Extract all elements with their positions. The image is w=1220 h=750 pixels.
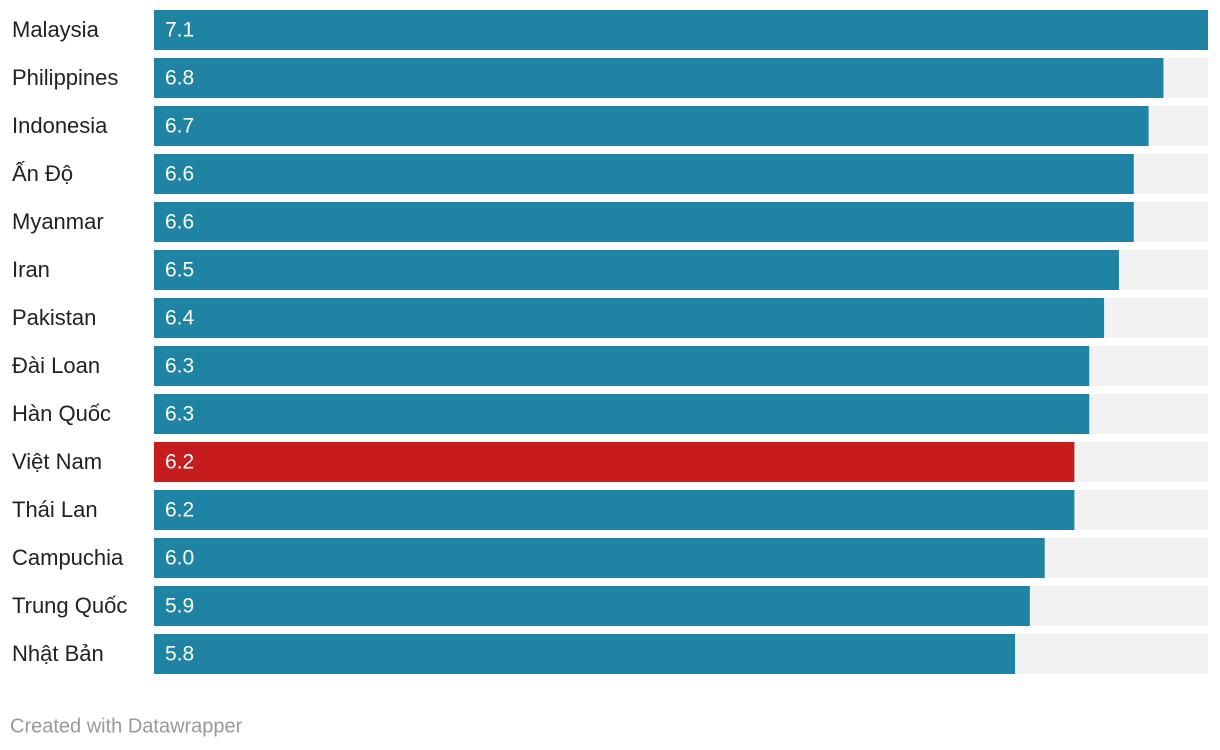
bar <box>154 202 1134 242</box>
value-label: 6.0 <box>165 547 194 570</box>
bar <box>154 10 1208 50</box>
bar <box>154 250 1119 290</box>
value-label: 6.3 <box>165 355 194 378</box>
category-label: Indonesia <box>12 113 108 138</box>
bar <box>154 394 1090 434</box>
category-label: Thái Lan <box>12 497 98 522</box>
value-label: 6.6 <box>165 211 194 234</box>
value-label: 6.8 <box>165 67 194 90</box>
category-label: Hàn Quốc <box>12 401 111 426</box>
category-label: Đài Loan <box>12 353 100 378</box>
bar <box>154 634 1016 674</box>
value-label: 6.7 <box>165 115 194 138</box>
value-label: 7.1 <box>165 19 194 42</box>
bar <box>154 538 1045 578</box>
value-label: 6.2 <box>165 451 194 474</box>
bar <box>154 106 1149 146</box>
category-label: Campuchia <box>12 545 124 570</box>
category-label: Trung Quốc <box>12 593 127 618</box>
category-label: Malaysia <box>12 17 100 42</box>
value-label: 6.6 <box>165 163 194 186</box>
category-label: Ấn Độ <box>12 161 73 186</box>
footer: Created with Datawrapper <box>10 715 243 737</box>
bar <box>154 346 1090 386</box>
bar <box>154 58 1164 98</box>
bar <box>154 154 1134 194</box>
category-label: Nhật Bản <box>12 641 104 666</box>
value-label: 6.4 <box>165 307 195 330</box>
category-label: Việt Nam <box>12 449 102 474</box>
bar <box>154 490 1075 530</box>
value-label: 5.8 <box>165 643 194 666</box>
category-label: Iran <box>12 257 50 282</box>
value-label: 6.5 <box>165 259 194 282</box>
category-label: Pakistan <box>12 305 96 330</box>
category-label: Philippines <box>12 65 118 90</box>
bar <box>154 298 1105 338</box>
bar <box>154 586 1030 626</box>
bar <box>154 442 1075 482</box>
value-label: 6.3 <box>165 403 194 426</box>
category-label: Myanmar <box>12 209 104 234</box>
value-label: 5.9 <box>165 595 194 618</box>
value-label: 6.2 <box>165 499 194 522</box>
